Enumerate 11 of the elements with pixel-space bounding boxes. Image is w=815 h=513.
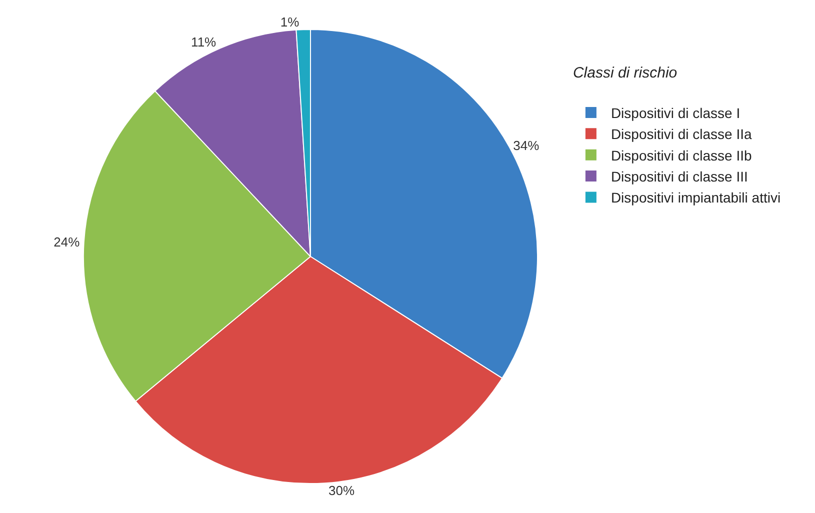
legend-title: Classi di rischio: [572, 64, 678, 82]
legend-label: Dispositivi impiantabili attivi: [610, 190, 781, 206]
data-label: 11%: [191, 34, 217, 50]
legend-label: Dispositivi di classe IIb: [610, 147, 752, 164]
data-label: 34%: [513, 138, 540, 153]
data-label: 30%: [328, 483, 355, 498]
data-label: 1%: [280, 14, 300, 30]
data-label: 24%: [54, 234, 80, 250]
legend-label: Dispositivi di classe IIa: [610, 126, 752, 142]
legend-label: Dispositivi di classe I: [610, 104, 740, 121]
legend-label: Dispositivi di classe III: [610, 168, 748, 184]
